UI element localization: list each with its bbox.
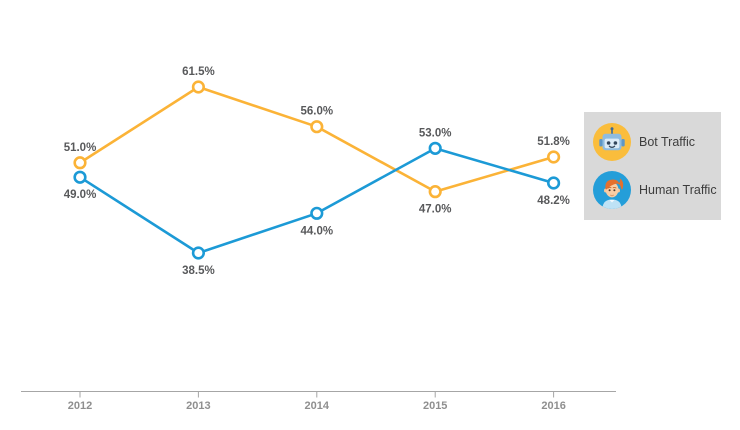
legend-item-human-traffic[interactable]: Human Traffic	[593, 171, 721, 209]
data-point[interactable]	[546, 176, 561, 190]
x-axis-label: 2015	[423, 400, 447, 412]
data-point[interactable]	[310, 120, 324, 134]
data-point[interactable]	[428, 141, 442, 155]
data-label: 51.8%	[537, 136, 570, 148]
x-axis-label: 2016	[541, 400, 565, 412]
x-axis-label: 2012	[68, 400, 92, 412]
legend: Bot Traffic H	[584, 112, 721, 220]
data-label: 49.0%	[64, 189, 97, 201]
data-label: 53.0%	[419, 127, 452, 139]
data-point[interactable]	[191, 80, 205, 94]
data-label: 44.0%	[300, 225, 333, 237]
legend-item-bot-traffic[interactable]: Bot Traffic	[593, 123, 721, 161]
series-line-0	[78, 85, 555, 193]
legend-label-human-traffic: Human Traffic	[639, 183, 717, 197]
data-label: 38.5%	[182, 265, 215, 277]
data-label: 47.0%	[419, 204, 452, 216]
robot-icon	[593, 123, 631, 161]
data-point[interactable]	[310, 206, 324, 220]
data-point[interactable]	[428, 185, 442, 199]
data-label: 48.2%	[537, 195, 570, 207]
x-axis-label: 2014	[305, 400, 330, 412]
data-label: 51.0%	[64, 142, 97, 154]
data-point[interactable]	[191, 246, 205, 260]
x-axis-label: 2013	[186, 400, 210, 412]
data-label: 56.0%	[300, 106, 333, 118]
data-point[interactable]	[73, 156, 87, 170]
person-icon	[593, 171, 631, 209]
data-point[interactable]	[546, 150, 561, 164]
data-point[interactable]	[73, 170, 87, 184]
legend-label-bot-traffic: Bot Traffic	[639, 135, 696, 149]
data-label: 61.5%	[182, 66, 215, 78]
